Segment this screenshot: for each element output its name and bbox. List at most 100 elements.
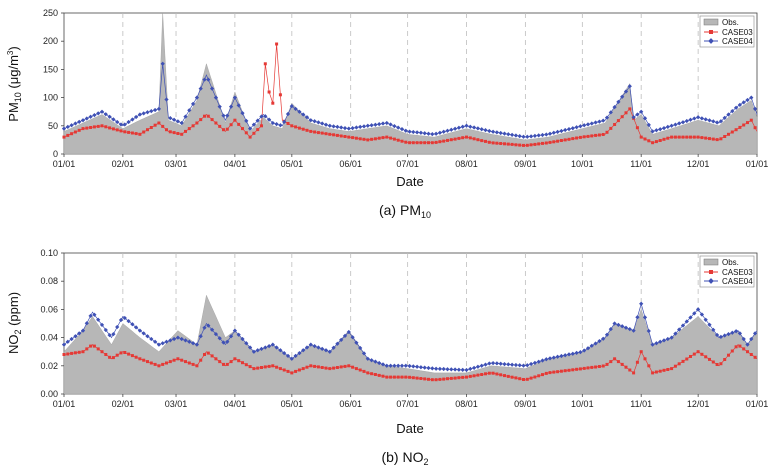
no2-x-tick-label: 04/01 [224, 399, 247, 409]
no2-case03-point [677, 362, 681, 366]
pm10-case04-point [422, 131, 427, 136]
pm10-case03-point [582, 135, 586, 139]
no2-panel-caption: (b) NO2 [381, 449, 428, 467]
pm10-case03-point [753, 126, 757, 130]
pm10-case03-point [111, 127, 115, 131]
no2-case03-point [362, 369, 366, 373]
pm10-case03-point [468, 136, 472, 140]
no2-case03-point [343, 364, 347, 368]
no2-case03-point [134, 355, 138, 359]
no2-case03-point [746, 350, 749, 354]
no2-case03-point [734, 345, 738, 349]
no2-case04-point [460, 367, 465, 373]
no2-case04-point [741, 336, 746, 342]
pm10-case03-point [165, 128, 168, 132]
pm10-case03-point [685, 135, 689, 139]
no2-case03-point [738, 344, 742, 348]
pm10-y-tick-label: 100 [43, 93, 58, 103]
pm10-x-tick-label: 03/01 [165, 159, 188, 169]
no2-case04-point [532, 360, 538, 366]
pm10-case03-point [427, 141, 430, 145]
no2-case03-point [146, 360, 149, 364]
no2-x-tick-label: 09/01 [514, 399, 537, 409]
no2-case03-point [727, 353, 730, 357]
pm10-case03-point [442, 139, 446, 143]
no2-case04-point [194, 342, 200, 347]
no2-case03-point [449, 376, 453, 380]
pm10-case04-point [206, 77, 211, 82]
no2-case03-point [138, 357, 142, 361]
pm10-case04-point [403, 128, 408, 133]
no2-case03-point [294, 369, 298, 373]
pm10-case03-point [62, 135, 66, 139]
pm10-case04-point [152, 107, 158, 113]
pm10-legend-obs-swatch [703, 18, 719, 26]
pm10-case03-point [586, 134, 590, 138]
no2-case04-point [578, 349, 583, 355]
pm10-case04-point [221, 113, 226, 118]
pm10-case04-point [209, 86, 215, 91]
pm10-case03-point [711, 137, 715, 141]
no2-case03-point [396, 375, 400, 379]
pm10-case04-point [171, 117, 177, 122]
pm10-case04-point [194, 95, 200, 100]
pm10-case04-point [111, 117, 116, 122]
no2-case04-point [490, 360, 496, 366]
no2-case03-point [305, 365, 309, 369]
no2-case03-point [233, 357, 237, 361]
no2-case03-point [347, 364, 351, 368]
pm10-case04-point [251, 122, 257, 127]
pm10-case03-point [176, 132, 180, 135]
pm10-case04-point [430, 131, 435, 137]
no2-case04-point [494, 361, 500, 366]
pm10-case03-point [453, 137, 457, 141]
pm10-case03-point [389, 136, 393, 140]
no2-case03-point [658, 369, 662, 373]
no2-case03-point [601, 364, 605, 368]
no2-case04-point [669, 335, 674, 340]
pm10-case03-point [206, 114, 210, 118]
no2-case03-point [290, 371, 294, 375]
pm10-legend-case04-label: CASE04 [722, 37, 753, 46]
pm10-case03-point [548, 140, 552, 144]
no2-case04-point [278, 348, 283, 353]
no2-case04-point [358, 345, 363, 351]
pm10-y-ticks: 0 50 100 150 200 250 [43, 8, 64, 159]
no2-case04-point [635, 315, 640, 320]
pm10-case04-point [479, 127, 484, 132]
pm10-case03-point [396, 138, 400, 142]
no2-case04-point [475, 364, 481, 369]
pm10-case03-point [510, 142, 514, 146]
pm10-case04-point [107, 114, 112, 119]
pm10-panel: 0 50 100 150 200 250 01/01 02/01 03/01 04/01 05/0… [6, 8, 768, 220]
pm10-case03-point [419, 141, 423, 145]
pm10-case03-point [366, 138, 370, 142]
no2-case03-point [411, 376, 415, 380]
pm10-case04-point [133, 114, 139, 120]
no2-case03-point [157, 364, 161, 368]
pm10-case03-point [590, 134, 594, 138]
no2-case03-point [115, 353, 119, 357]
no2-case04-point [673, 331, 678, 336]
no2-case04-point [570, 351, 575, 356]
pm10-case04-point [437, 130, 443, 135]
pm10-case03-point [256, 128, 260, 132]
no2-case04-point [582, 348, 587, 353]
pm10-case03-point [461, 136, 465, 140]
no2-case03-point [237, 359, 241, 363]
no2-case03-point [692, 352, 696, 356]
no2-case03-point [681, 359, 685, 363]
pm10-case03-point [297, 126, 301, 130]
no2-case03-point [130, 354, 134, 358]
no2-case04-point [152, 339, 158, 344]
no2-y-tick-label: 0.04 [40, 333, 58, 343]
no2-x-tick-label: 08/01 [455, 399, 478, 409]
pm10-case03-point [495, 141, 499, 145]
no2-case03-point [149, 361, 153, 365]
pm10-case03-point [487, 140, 491, 144]
no2-case04-point [547, 356, 553, 361]
no2-case03-point [195, 364, 199, 368]
pm10-case03-point [700, 136, 704, 140]
pm10-case03-point [628, 107, 632, 111]
pm10-case03-point [66, 133, 70, 137]
